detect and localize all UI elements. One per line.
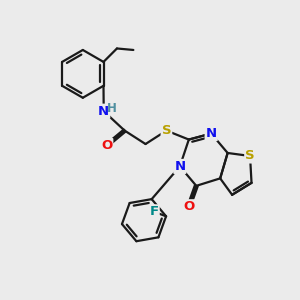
Text: O: O bbox=[183, 200, 194, 213]
Text: O: O bbox=[101, 139, 112, 152]
Text: F: F bbox=[150, 205, 159, 218]
Text: S: S bbox=[162, 124, 171, 137]
Text: S: S bbox=[245, 149, 255, 163]
Text: N: N bbox=[206, 127, 217, 140]
Text: H: H bbox=[107, 102, 117, 115]
Text: N: N bbox=[174, 160, 185, 173]
Text: N: N bbox=[98, 105, 109, 118]
